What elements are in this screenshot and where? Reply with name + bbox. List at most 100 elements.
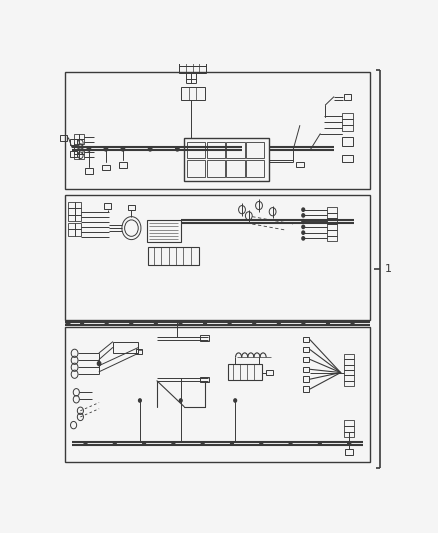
Bar [146, 220, 180, 243]
Bar [113, 342, 138, 353]
Circle shape [301, 237, 304, 240]
Circle shape [233, 399, 236, 402]
Circle shape [113, 442, 116, 445]
Bar [135, 349, 141, 354]
Bar [74, 229, 81, 236]
Circle shape [326, 322, 328, 325]
Circle shape [148, 147, 152, 151]
Bar [179, 66, 206, 73]
Bar [128, 205, 134, 211]
Bar [74, 215, 81, 221]
Bar [74, 139, 78, 144]
Circle shape [318, 442, 321, 445]
Text: 1: 1 [384, 264, 391, 274]
Bar [326, 207, 336, 213]
Bar [65, 327, 369, 462]
Bar [119, 163, 127, 168]
Circle shape [347, 442, 350, 445]
Bar [180, 86, 204, 100]
Circle shape [277, 322, 279, 325]
Circle shape [172, 442, 174, 445]
Bar [343, 420, 353, 426]
Bar [326, 224, 336, 230]
Circle shape [121, 147, 124, 151]
Bar [342, 137, 352, 146]
Bar [60, 135, 67, 141]
Bar [246, 142, 264, 158]
Bar [343, 375, 353, 381]
Bar [343, 381, 353, 386]
Bar [68, 215, 74, 221]
Bar [342, 155, 352, 163]
Bar [342, 113, 352, 119]
Bar [74, 154, 78, 159]
Circle shape [230, 442, 233, 445]
Bar [68, 202, 74, 208]
Circle shape [301, 208, 304, 211]
Circle shape [87, 147, 90, 151]
Circle shape [175, 147, 179, 151]
Circle shape [138, 399, 141, 402]
Bar [68, 208, 74, 215]
Bar [179, 58, 206, 66]
Bar [326, 213, 336, 219]
Bar [295, 161, 303, 167]
Bar [184, 138, 268, 181]
Bar [206, 142, 225, 158]
Circle shape [301, 231, 304, 235]
Bar [344, 449, 353, 455]
Bar [246, 160, 264, 177]
Circle shape [154, 322, 157, 325]
Circle shape [350, 322, 353, 325]
Circle shape [347, 442, 350, 445]
Bar [226, 142, 244, 158]
Bar [70, 139, 77, 145]
Circle shape [201, 442, 204, 445]
Bar [302, 367, 309, 372]
Bar [302, 347, 309, 352]
Bar [78, 139, 84, 144]
Bar [68, 229, 74, 236]
Bar [74, 202, 81, 208]
Circle shape [289, 442, 291, 445]
Bar [65, 72, 369, 189]
Bar [78, 149, 84, 154]
Bar [85, 168, 92, 174]
Bar [326, 219, 336, 224]
Bar [102, 165, 110, 170]
Bar [65, 195, 369, 320]
Bar [342, 125, 352, 131]
Bar [70, 151, 77, 157]
Circle shape [301, 225, 304, 229]
Bar [302, 386, 309, 392]
Bar [326, 230, 336, 236]
Circle shape [104, 147, 107, 151]
Bar [302, 376, 309, 382]
Circle shape [252, 322, 255, 325]
Circle shape [301, 220, 304, 223]
Bar [343, 432, 353, 438]
Circle shape [179, 399, 182, 402]
Bar [200, 335, 208, 341]
Bar [68, 223, 74, 229]
Circle shape [203, 322, 206, 325]
Bar [74, 208, 81, 215]
Bar [78, 154, 84, 159]
Circle shape [130, 322, 132, 325]
Bar [343, 354, 353, 359]
Circle shape [301, 214, 304, 217]
Bar [228, 364, 262, 380]
Bar [343, 94, 350, 100]
Circle shape [142, 442, 145, 445]
Bar [343, 365, 353, 370]
Circle shape [81, 322, 83, 325]
Bar [343, 370, 353, 375]
Circle shape [228, 322, 230, 325]
Bar [206, 160, 225, 177]
Bar [326, 236, 336, 241]
Bar [148, 247, 199, 265]
Bar [74, 223, 81, 229]
Circle shape [105, 322, 108, 325]
Bar [187, 160, 205, 177]
Bar [78, 134, 84, 139]
